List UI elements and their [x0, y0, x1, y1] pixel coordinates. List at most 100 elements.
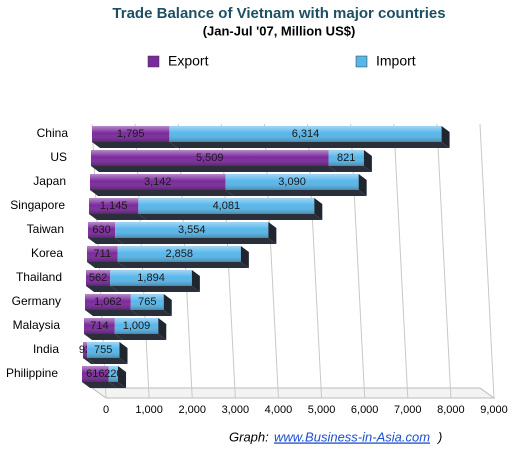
bar-bottom: [225, 190, 367, 196]
bar-bottom: [114, 334, 167, 340]
bar-shine: [84, 318, 115, 334]
bar-shine: [115, 222, 269, 238]
grid-line: [436, 123, 452, 399]
bar-shine: [83, 342, 87, 358]
bar-bottom: [90, 190, 234, 196]
bar-bottom: [92, 142, 178, 148]
value-label: 714: [90, 320, 108, 332]
bar-shine: [138, 198, 315, 214]
bar-end: [191, 270, 200, 292]
bar-bottom: [328, 166, 372, 172]
value-label: 765: [138, 296, 156, 308]
bar-shine: [82, 366, 109, 382]
y-tick-label: US: [50, 150, 67, 164]
bar-end: [119, 342, 128, 364]
source-label: Graph:: [229, 429, 269, 444]
value-label: 5,509: [196, 152, 224, 164]
chart-subtitle: (Jan-Jul '07, Million US$): [203, 23, 356, 38]
x-tick-label: 1,000: [135, 404, 163, 416]
y-tick-label: China: [37, 126, 69, 140]
value-label: 1,145: [100, 200, 128, 212]
bar-shine: [90, 174, 226, 190]
bar-end: [441, 126, 450, 148]
bar-end: [363, 150, 372, 172]
x-tick-label: 4,000: [265, 404, 293, 416]
bar-bottom: [86, 358, 128, 364]
bar-shine: [110, 270, 192, 286]
legend-swatch: [355, 55, 368, 68]
y-tick-label: Thailand: [16, 270, 62, 284]
value-label: 755: [94, 344, 112, 356]
y-tick-label: Philippine: [6, 366, 58, 380]
y-tick-label: India: [33, 342, 59, 356]
floor: [90, 387, 496, 399]
y-tick-label: Japan: [33, 174, 66, 188]
bar-bottom: [110, 286, 200, 292]
bar-shine: [88, 222, 116, 238]
value-label: 6,314: [292, 128, 320, 140]
bar-shine: [92, 126, 170, 142]
bar-end: [314, 198, 323, 220]
bar-bottom: [108, 382, 127, 388]
bar-bottom: [87, 262, 126, 268]
x-tick-label: 7,000: [394, 404, 422, 416]
bar-bottom: [82, 382, 117, 388]
bar-bottom: [130, 310, 172, 316]
y-tick-label: Taiwan: [27, 222, 64, 236]
value-label: 1,894: [137, 272, 165, 284]
bar-end: [158, 318, 167, 340]
bar-bottom: [89, 214, 147, 220]
y-tick-label: Korea: [31, 246, 63, 260]
value-label: 1,009: [123, 320, 151, 332]
x-tick-label: 9,000: [480, 404, 508, 416]
value-label: 1,795: [117, 128, 145, 140]
source-end: ): [436, 429, 442, 444]
source-link[interactable]: www.Business-in-Asia.com: [274, 429, 430, 444]
bar-shine: [86, 342, 120, 358]
bar-shine: [114, 318, 159, 334]
x-tick-label: 0: [103, 404, 109, 416]
value-label: 562: [89, 272, 107, 284]
x-tick-label: 2,000: [178, 404, 206, 416]
bar-shine: [130, 294, 164, 310]
bar-shine: [91, 150, 329, 166]
bar-shine: [87, 246, 118, 262]
bar-shine: [86, 270, 111, 286]
value-label: 1,062: [94, 296, 122, 308]
bar-end: [358, 174, 367, 196]
value-label: 821: [337, 152, 355, 164]
value-label: 616: [86, 368, 104, 380]
x-tick-label: 5,000: [308, 404, 336, 416]
bar-bottom: [86, 286, 119, 292]
value-label: 3,142: [144, 176, 172, 188]
bar-end: [118, 366, 127, 388]
grid-line: [479, 123, 495, 399]
bar-shine: [117, 246, 241, 262]
bar-bottom: [88, 238, 124, 244]
bar-end: [163, 294, 172, 316]
x-tick-label: 6,000: [351, 404, 379, 416]
chart-title: Trade Balance of Vietnam with major coun…: [112, 5, 445, 22]
bar-shine: [108, 366, 119, 382]
legend-label: Import: [376, 53, 416, 69]
bar-shine: [169, 126, 442, 142]
bar-shine: [89, 198, 139, 214]
bar-end: [268, 222, 277, 244]
bar-shine: [85, 294, 131, 310]
y-tick-label: Malaysia: [13, 318, 61, 332]
value-label: 220: [104, 368, 122, 380]
bar-end: [240, 246, 249, 268]
bar-bottom: [117, 262, 249, 268]
bar-shine: [225, 174, 359, 190]
legend-swatch: [147, 55, 160, 68]
y-tick-label: Singapore: [10, 198, 65, 212]
bar-shine: [328, 150, 364, 166]
value-label: 3,554: [178, 224, 206, 236]
bar-bottom: [84, 334, 123, 340]
x-tick-label: 8,000: [437, 404, 465, 416]
value-label: 4,081: [213, 200, 241, 212]
value-label: 3,090: [278, 176, 306, 188]
x-tick-label: 3,000: [222, 404, 250, 416]
bar-bottom: [85, 310, 139, 316]
